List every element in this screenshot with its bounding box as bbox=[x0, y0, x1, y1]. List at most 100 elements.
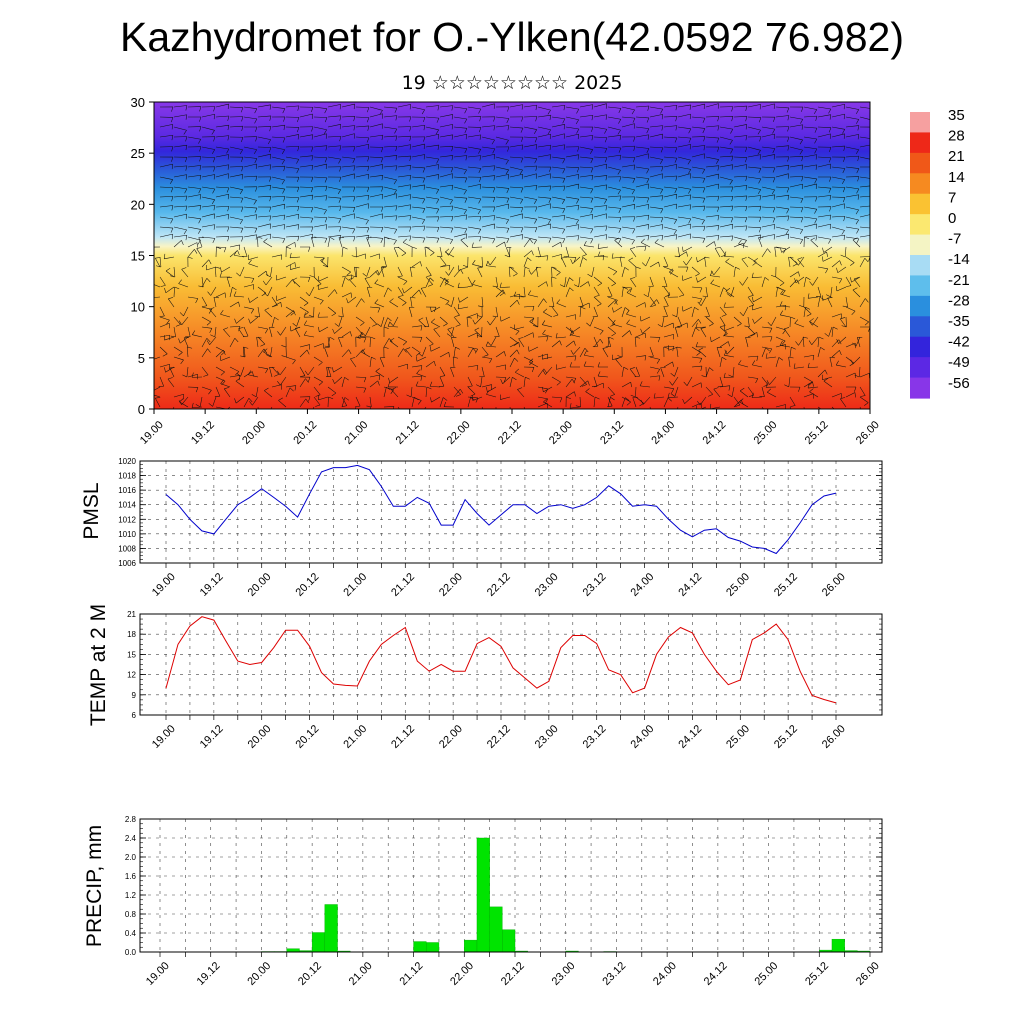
wind-barb bbox=[480, 376, 483, 387]
wind-barb bbox=[445, 251, 455, 258]
wind-barb-flag bbox=[759, 195, 762, 201]
wind-barb-flag bbox=[241, 236, 244, 242]
wind-barb bbox=[565, 196, 579, 200]
wind-barb bbox=[593, 205, 607, 208]
wind-barb-flag bbox=[249, 401, 253, 406]
wind-barb-flag bbox=[370, 416, 375, 417]
wind-barb bbox=[537, 185, 551, 188]
wind-barb-flag bbox=[254, 158, 258, 164]
wind-barb bbox=[393, 316, 399, 326]
wind-barb-flag bbox=[784, 384, 789, 388]
wind-barb bbox=[341, 397, 346, 408]
wind-barb-flag bbox=[431, 318, 436, 323]
wind-barb-flag bbox=[599, 338, 604, 344]
wind-barb-flag bbox=[757, 129, 761, 135]
wind-barb bbox=[775, 336, 786, 342]
wind-barb bbox=[686, 376, 693, 386]
wind-barb-flag bbox=[772, 207, 776, 213]
wind-barb-flag bbox=[739, 387, 745, 392]
wind-barb bbox=[411, 154, 425, 158]
wind-barb-flag bbox=[660, 147, 664, 153]
wind-barb-flag bbox=[282, 108, 286, 114]
precip-bar bbox=[311, 932, 326, 953]
wind-barb-flag bbox=[215, 266, 221, 269]
wind-barb-flag bbox=[420, 261, 422, 267]
x-tick-label: 23.00 bbox=[547, 419, 575, 447]
wind-barb-flag bbox=[635, 266, 641, 269]
wind-barb bbox=[239, 266, 245, 277]
wind-barb bbox=[383, 155, 397, 158]
wind-barb bbox=[173, 346, 183, 353]
x-tick-label: 22.00 bbox=[437, 723, 465, 751]
wind-barb-flag bbox=[695, 322, 698, 328]
wind-barb-flag bbox=[493, 125, 496, 131]
wind-barb bbox=[402, 242, 413, 248]
wind-barb-flag bbox=[339, 136, 342, 142]
wind-barb bbox=[355, 136, 369, 139]
wind-barb bbox=[607, 106, 621, 109]
wind-barb-flag bbox=[562, 118, 566, 124]
wind-barb-flag bbox=[464, 228, 468, 234]
wind-barb bbox=[431, 321, 441, 328]
wind-barb-flag bbox=[702, 295, 708, 298]
wind-barb bbox=[817, 406, 822, 409]
wind-barb bbox=[537, 216, 551, 220]
wind-barb-flag bbox=[795, 261, 799, 266]
wind-barb-flag bbox=[224, 292, 226, 298]
wind-barb bbox=[285, 105, 299, 108]
wind-barb bbox=[859, 214, 870, 218]
wind-barb-flag bbox=[661, 125, 664, 131]
wind-barb bbox=[257, 136, 271, 140]
colorbar-swatch bbox=[910, 295, 930, 317]
wind-barb bbox=[677, 186, 691, 190]
wind-barb bbox=[243, 106, 257, 109]
wind-barb bbox=[719, 155, 733, 158]
wind-barb-flag bbox=[562, 238, 566, 244]
wind-barb-flag bbox=[688, 128, 692, 134]
x-tick-label: 19.00 bbox=[150, 571, 178, 599]
wind-barb-flag bbox=[752, 360, 756, 365]
wind-barb bbox=[845, 296, 848, 307]
wind-barb bbox=[795, 276, 805, 284]
wind-barb-flag bbox=[283, 125, 286, 131]
wind-barb-flag bbox=[339, 104, 342, 110]
x-tick-label: 22.00 bbox=[448, 960, 476, 988]
wind-barb bbox=[619, 257, 623, 268]
wind-barb bbox=[663, 164, 677, 168]
wind-barb-flag bbox=[717, 235, 720, 241]
wind-barb bbox=[859, 226, 870, 229]
wind-barb bbox=[299, 296, 309, 304]
wind-barb bbox=[313, 195, 327, 198]
wind-barb-flag bbox=[171, 205, 174, 211]
wind-barb-flag bbox=[871, 167, 873, 172]
wind-barb bbox=[383, 193, 397, 198]
precip-ylabel: PRECIP, mm bbox=[83, 825, 106, 947]
wind-barb-flag bbox=[590, 188, 594, 194]
wind-barb-flag bbox=[731, 106, 734, 112]
wind-barb-flag bbox=[171, 135, 174, 141]
wind-barb-flag bbox=[713, 387, 719, 390]
wind-barb bbox=[537, 255, 548, 258]
wind-barb-flag bbox=[730, 129, 734, 134]
wind-barb-flag bbox=[502, 289, 506, 295]
wind-barb bbox=[649, 296, 656, 306]
wind-barb-flag bbox=[418, 352, 423, 357]
wind-barb-flag bbox=[297, 214, 299, 220]
wind-barb bbox=[458, 306, 469, 310]
wind-barb bbox=[579, 114, 593, 118]
wind-barb bbox=[831, 133, 845, 138]
wind-barb-flag bbox=[198, 218, 202, 224]
wind-barb-flag bbox=[451, 114, 454, 120]
colorbar-swatch bbox=[910, 132, 930, 154]
wind-barb-flag bbox=[507, 174, 510, 180]
wind-barb-flag bbox=[809, 321, 813, 326]
wind-barb bbox=[705, 103, 719, 108]
wind-barb-flag bbox=[653, 393, 656, 399]
wind-barb-flag bbox=[723, 287, 728, 291]
wind-barb-flag bbox=[780, 247, 782, 253]
wind-barb bbox=[334, 326, 343, 334]
wind-barb-flag bbox=[814, 127, 818, 133]
wind-barb bbox=[802, 337, 805, 348]
wind-barb-flag bbox=[303, 330, 307, 336]
